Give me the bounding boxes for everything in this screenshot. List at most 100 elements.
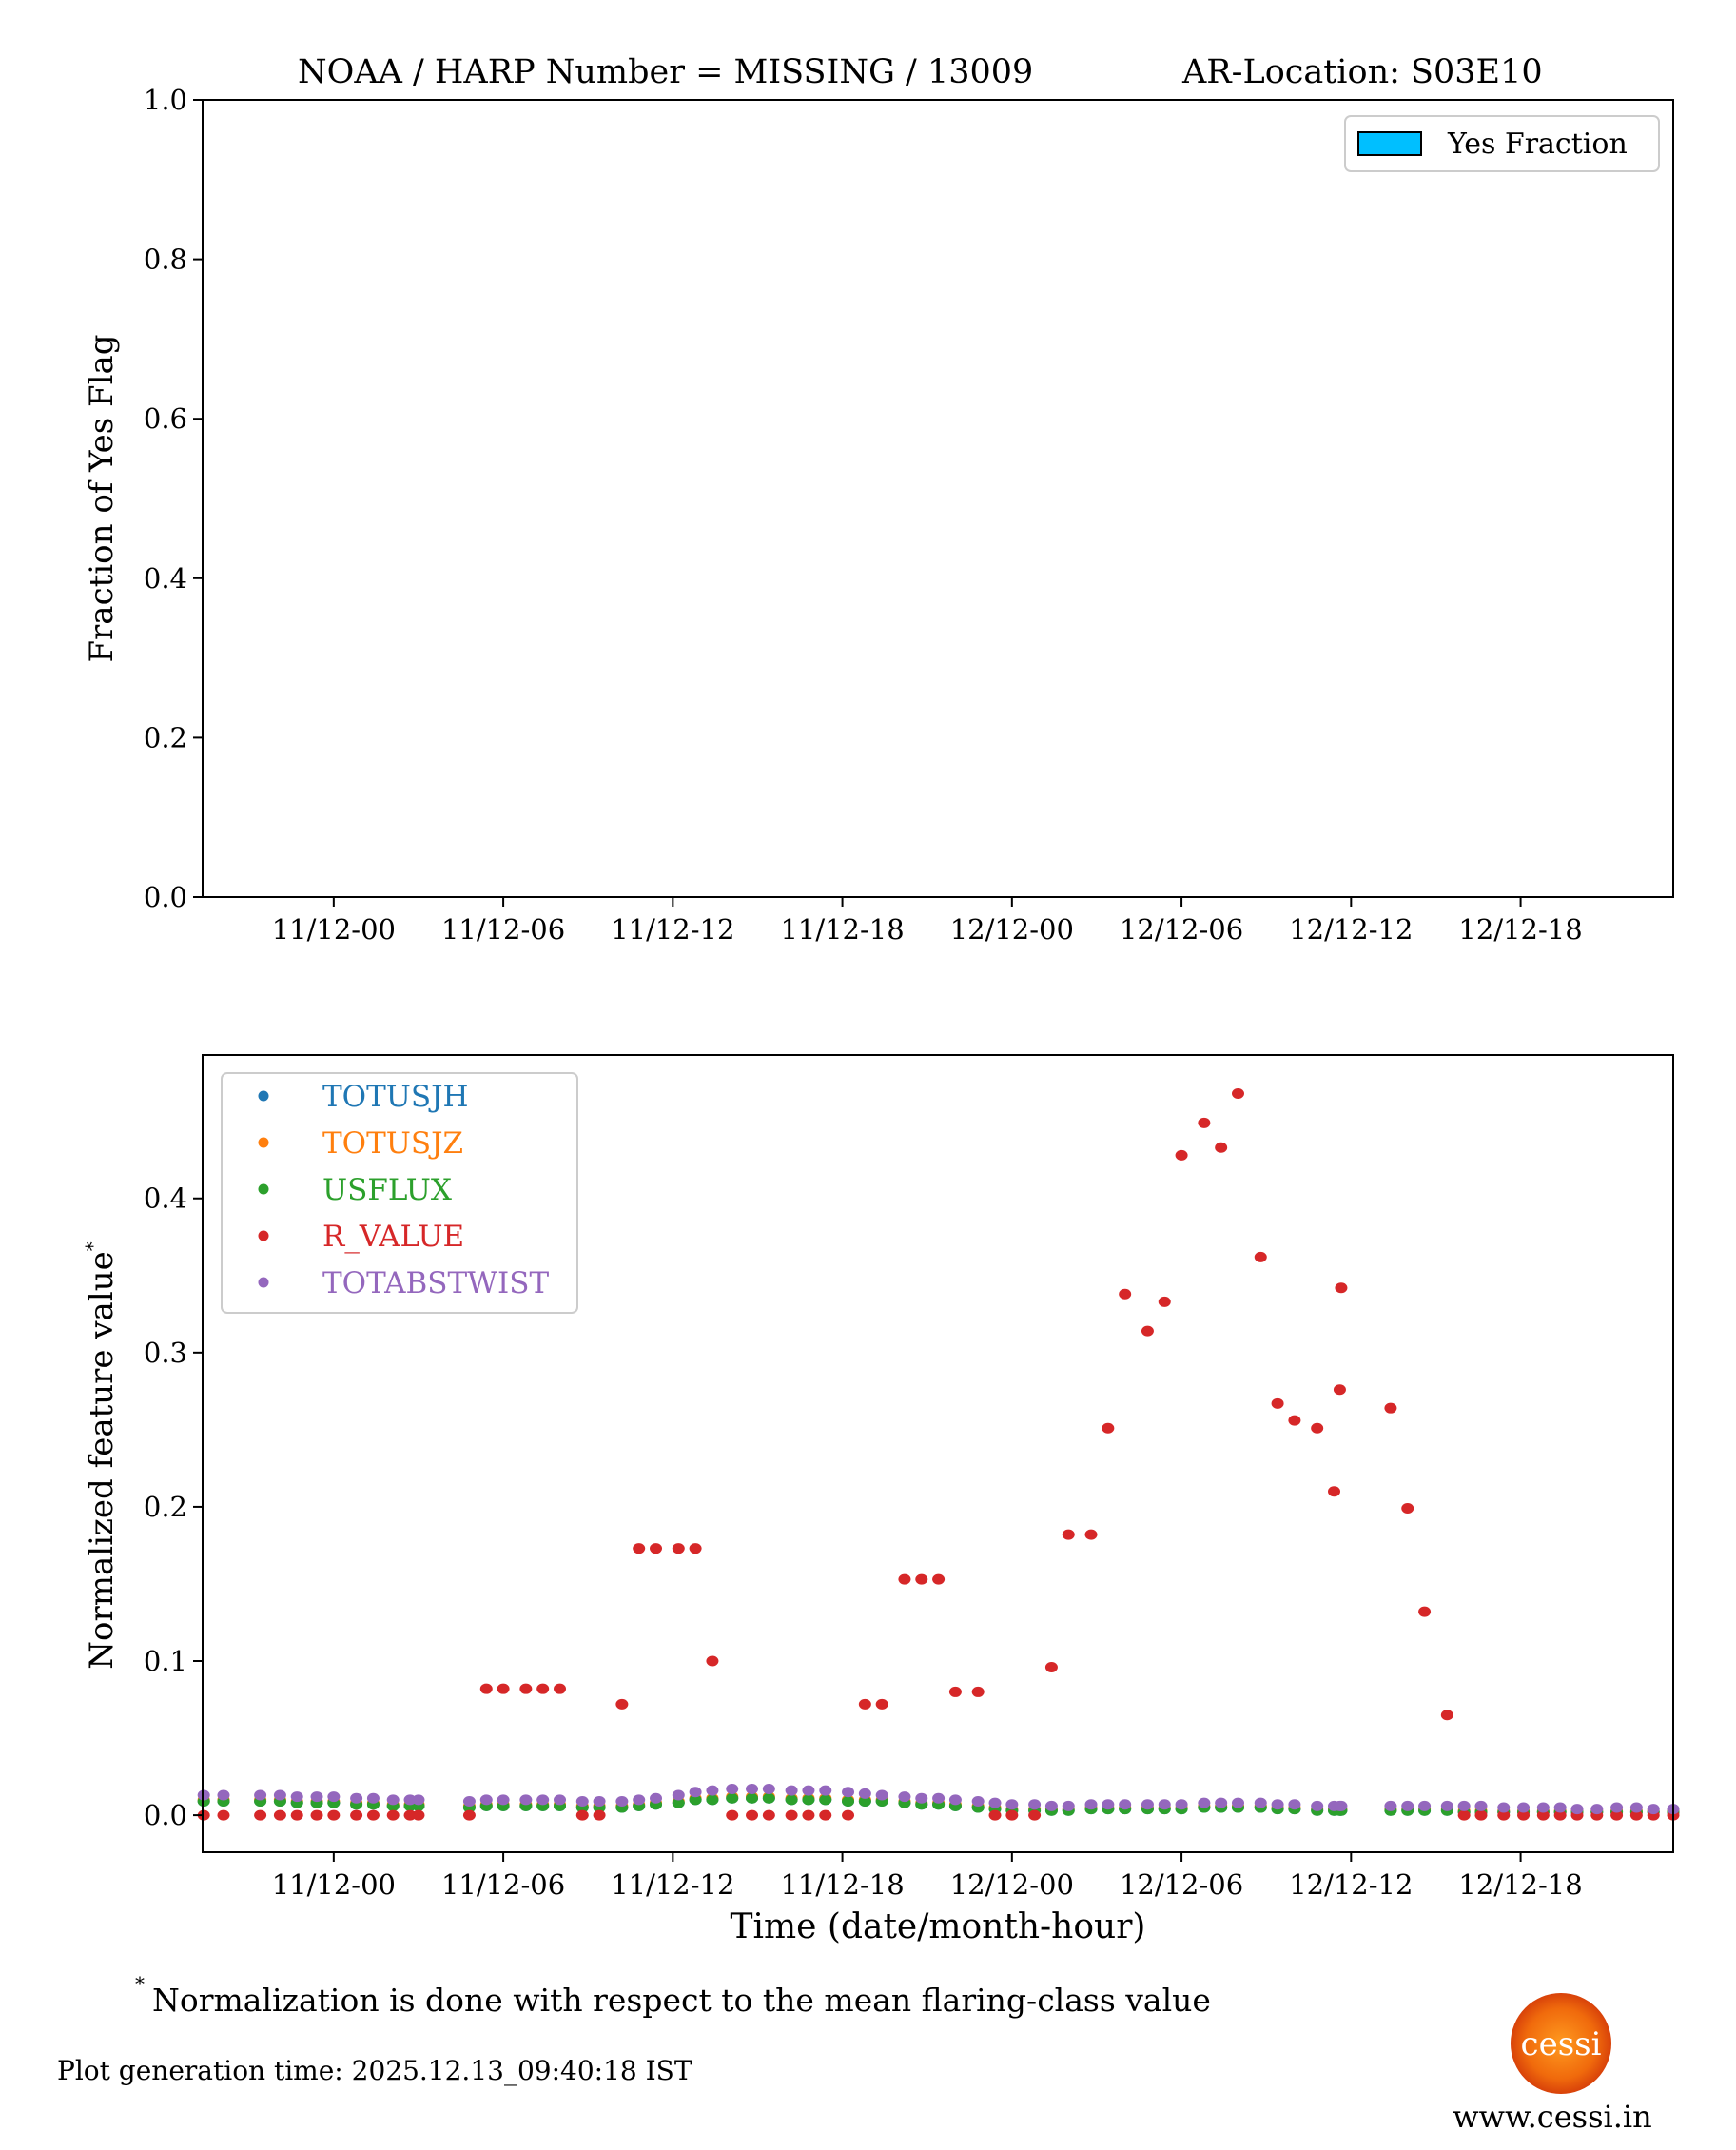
data-point <box>1401 1800 1414 1811</box>
data-point <box>350 1809 363 1821</box>
data-point <box>785 1794 798 1806</box>
data-point <box>726 1784 739 1795</box>
data-point <box>672 1797 685 1808</box>
data-point <box>1175 1799 1188 1810</box>
y-tick-label: 0.2 <box>144 1491 187 1523</box>
data-point <box>1440 1710 1453 1721</box>
data-point <box>948 1794 962 1806</box>
top-y-ticks: 0.0 0.2 0.4 0.6 0.8 1.0 <box>144 84 203 913</box>
data-point <box>1474 1809 1488 1821</box>
x-tick-label: 12/12-06 <box>1120 913 1243 946</box>
legend-marker <box>258 1230 269 1241</box>
y-tick-label: 0.2 <box>144 721 187 753</box>
x-tick-label: 11/12-18 <box>780 1868 904 1901</box>
yes-fraction-legend-label: Yes Fraction <box>1447 127 1628 161</box>
data-point <box>726 1792 739 1804</box>
data-point <box>915 1792 928 1804</box>
data-point <box>1102 1799 1115 1810</box>
data-point <box>403 1809 417 1821</box>
data-point <box>497 1794 510 1806</box>
data-point <box>1231 1088 1244 1100</box>
data-point <box>1254 1251 1267 1262</box>
data-point <box>971 1686 985 1697</box>
data-point <box>593 1796 606 1808</box>
data-point <box>1629 1809 1643 1821</box>
data-point <box>1062 1800 1075 1811</box>
data-point <box>386 1794 400 1806</box>
data-point <box>273 1789 286 1801</box>
y-tick-label: 0.8 <box>144 244 187 276</box>
data-point <box>310 1791 323 1803</box>
logo-text: cessi <box>1521 2025 1602 2063</box>
data-point <box>932 1573 946 1585</box>
data-point <box>1418 1800 1432 1811</box>
data-point <box>1311 1800 1324 1811</box>
data-point <box>479 1794 493 1806</box>
bottom-y-axis-label: Normalized feature value* <box>81 1241 121 1669</box>
data-point <box>1158 1296 1171 1307</box>
data-point <box>842 1796 855 1808</box>
data-point <box>1457 1809 1471 1821</box>
footnote: * Normalization is done with respect to … <box>135 1972 1211 2019</box>
data-point <box>1028 1799 1042 1810</box>
data-point <box>1119 1799 1132 1810</box>
data-point <box>593 1809 606 1821</box>
legend-label: R_VALUE <box>322 1220 464 1254</box>
data-point <box>1553 1802 1567 1813</box>
data-point <box>762 1784 775 1795</box>
x-tick-label: 11/12-12 <box>611 913 734 946</box>
data-point <box>1175 1149 1188 1161</box>
data-point <box>1215 1797 1228 1808</box>
data-point <box>1517 1802 1531 1813</box>
data-point <box>386 1809 400 1821</box>
data-point <box>1440 1800 1453 1811</box>
x-tick-label: 12/12-00 <box>950 913 1074 946</box>
data-point <box>802 1809 815 1821</box>
data-point <box>536 1683 550 1694</box>
data-point <box>948 1686 962 1697</box>
data-point <box>366 1809 380 1821</box>
data-point <box>197 1789 210 1801</box>
data-point <box>197 1809 210 1821</box>
data-point <box>706 1794 719 1806</box>
data-point <box>1536 1802 1550 1813</box>
data-point <box>254 1789 267 1801</box>
data-point <box>1062 1529 1075 1540</box>
data-point <box>785 1809 798 1821</box>
plot-generation-time: Plot generation time: 2025.12.13_09:40:1… <box>57 2055 692 2086</box>
data-point <box>932 1792 946 1804</box>
data-point <box>403 1794 417 1806</box>
top-x-ticks: 11/12-00 11/12-06 11/12-12 11/12-18 12/12-00… <box>272 897 1583 946</box>
data-point <box>519 1683 533 1694</box>
data-point <box>1141 1799 1154 1810</box>
bottom-x-ticks: 11/12-00 11/12-06 11/12-12 11/12-18 12/12-00… <box>272 1852 1583 1901</box>
data-point <box>462 1796 476 1808</box>
data-point <box>689 1794 702 1806</box>
data-point <box>1044 1800 1058 1811</box>
x-tick-label: 11/12-00 <box>272 1868 396 1901</box>
data-point <box>412 1794 425 1806</box>
website-link[interactable]: www.cessi.in <box>1453 2099 1652 2135</box>
top-plot-frame <box>202 99 1674 898</box>
yes-fraction-swatch <box>1357 131 1422 156</box>
data-point <box>819 1785 832 1796</box>
data-point <box>842 1787 855 1798</box>
data-point <box>746 1809 759 1821</box>
data-point <box>1215 1142 1228 1153</box>
top-legend-frame <box>1344 115 1660 172</box>
data-point <box>802 1785 815 1796</box>
data-point <box>762 1792 775 1804</box>
bottom-plot-frame <box>202 1054 1674 1853</box>
top-y-axis-label: Fraction of Yes Flag <box>83 334 121 662</box>
x-tick-label: 12/12-12 <box>1289 1868 1413 1901</box>
data-point <box>1629 1802 1643 1813</box>
data-point <box>1333 1384 1346 1396</box>
data-point <box>1271 1799 1284 1810</box>
legend-marker <box>258 1277 269 1288</box>
data-point <box>1457 1800 1471 1811</box>
data-point <box>217 1789 230 1801</box>
bottom-legend-frame <box>221 1072 578 1314</box>
data-point <box>350 1792 363 1804</box>
data-point <box>575 1809 589 1821</box>
data-point <box>706 1655 719 1667</box>
